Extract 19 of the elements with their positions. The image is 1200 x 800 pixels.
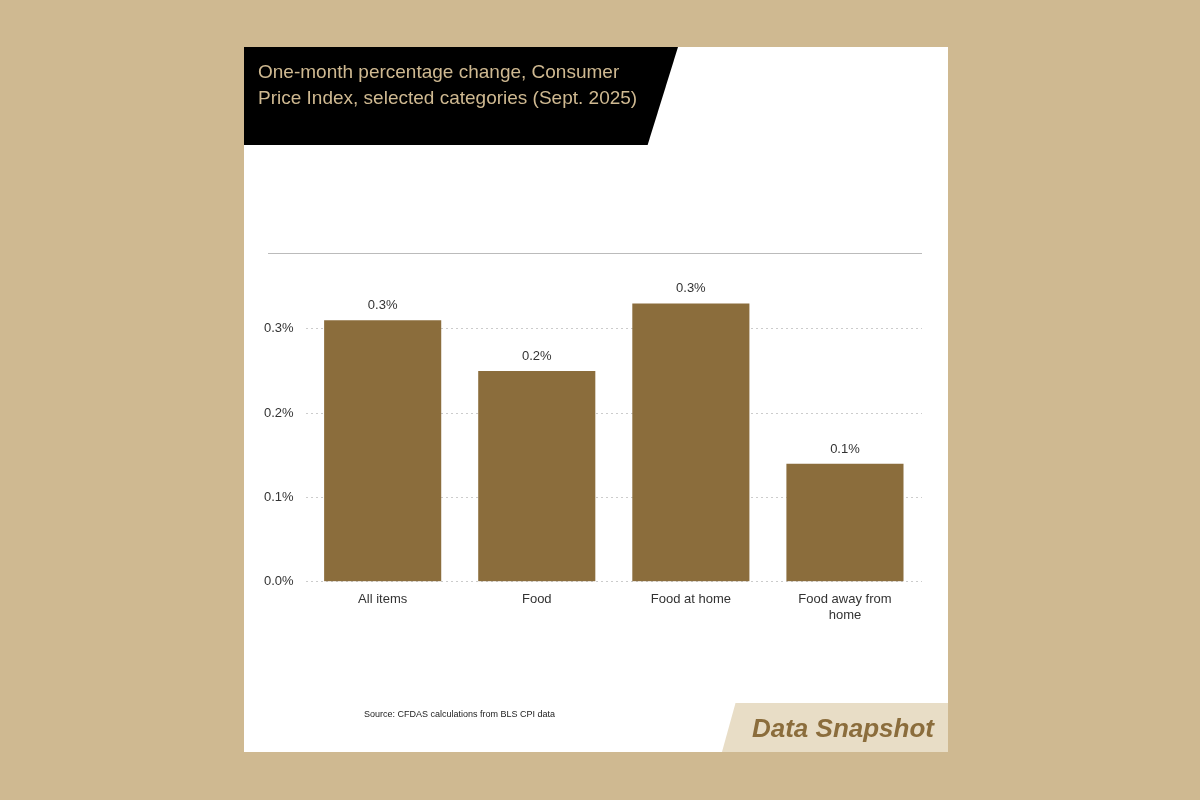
chart-title: One-month percentage change, Consumer Price Index, selected categories (Sept. 2025) bbox=[244, 47, 678, 145]
data-label: 0.3% bbox=[676, 280, 707, 296]
x-tick-label: All items bbox=[358, 591, 408, 607]
bar bbox=[632, 303, 750, 582]
x-tick-label: Food at home bbox=[650, 591, 731, 607]
data-label: 0.1% bbox=[830, 440, 861, 456]
data-label: 0.2% bbox=[521, 347, 553, 363]
y-tick-label: 0.1% bbox=[263, 489, 295, 505]
data-label: 0.3% bbox=[367, 297, 398, 313]
y-tick-label: 0.0% bbox=[263, 573, 295, 589]
bar bbox=[478, 370, 596, 582]
y-tick-label: 0.2% bbox=[263, 404, 295, 420]
x-tick-label: Food away from home bbox=[798, 591, 892, 622]
bar bbox=[324, 320, 442, 582]
y-tick-label: 0.3% bbox=[263, 320, 295, 336]
x-tick-label: Food bbox=[521, 591, 552, 607]
source-note: Source: CFDAS calculations from BLS CPI data bbox=[364, 709, 556, 719]
bar bbox=[786, 463, 904, 582]
text: Data Snapshot bbox=[721, 703, 948, 752]
